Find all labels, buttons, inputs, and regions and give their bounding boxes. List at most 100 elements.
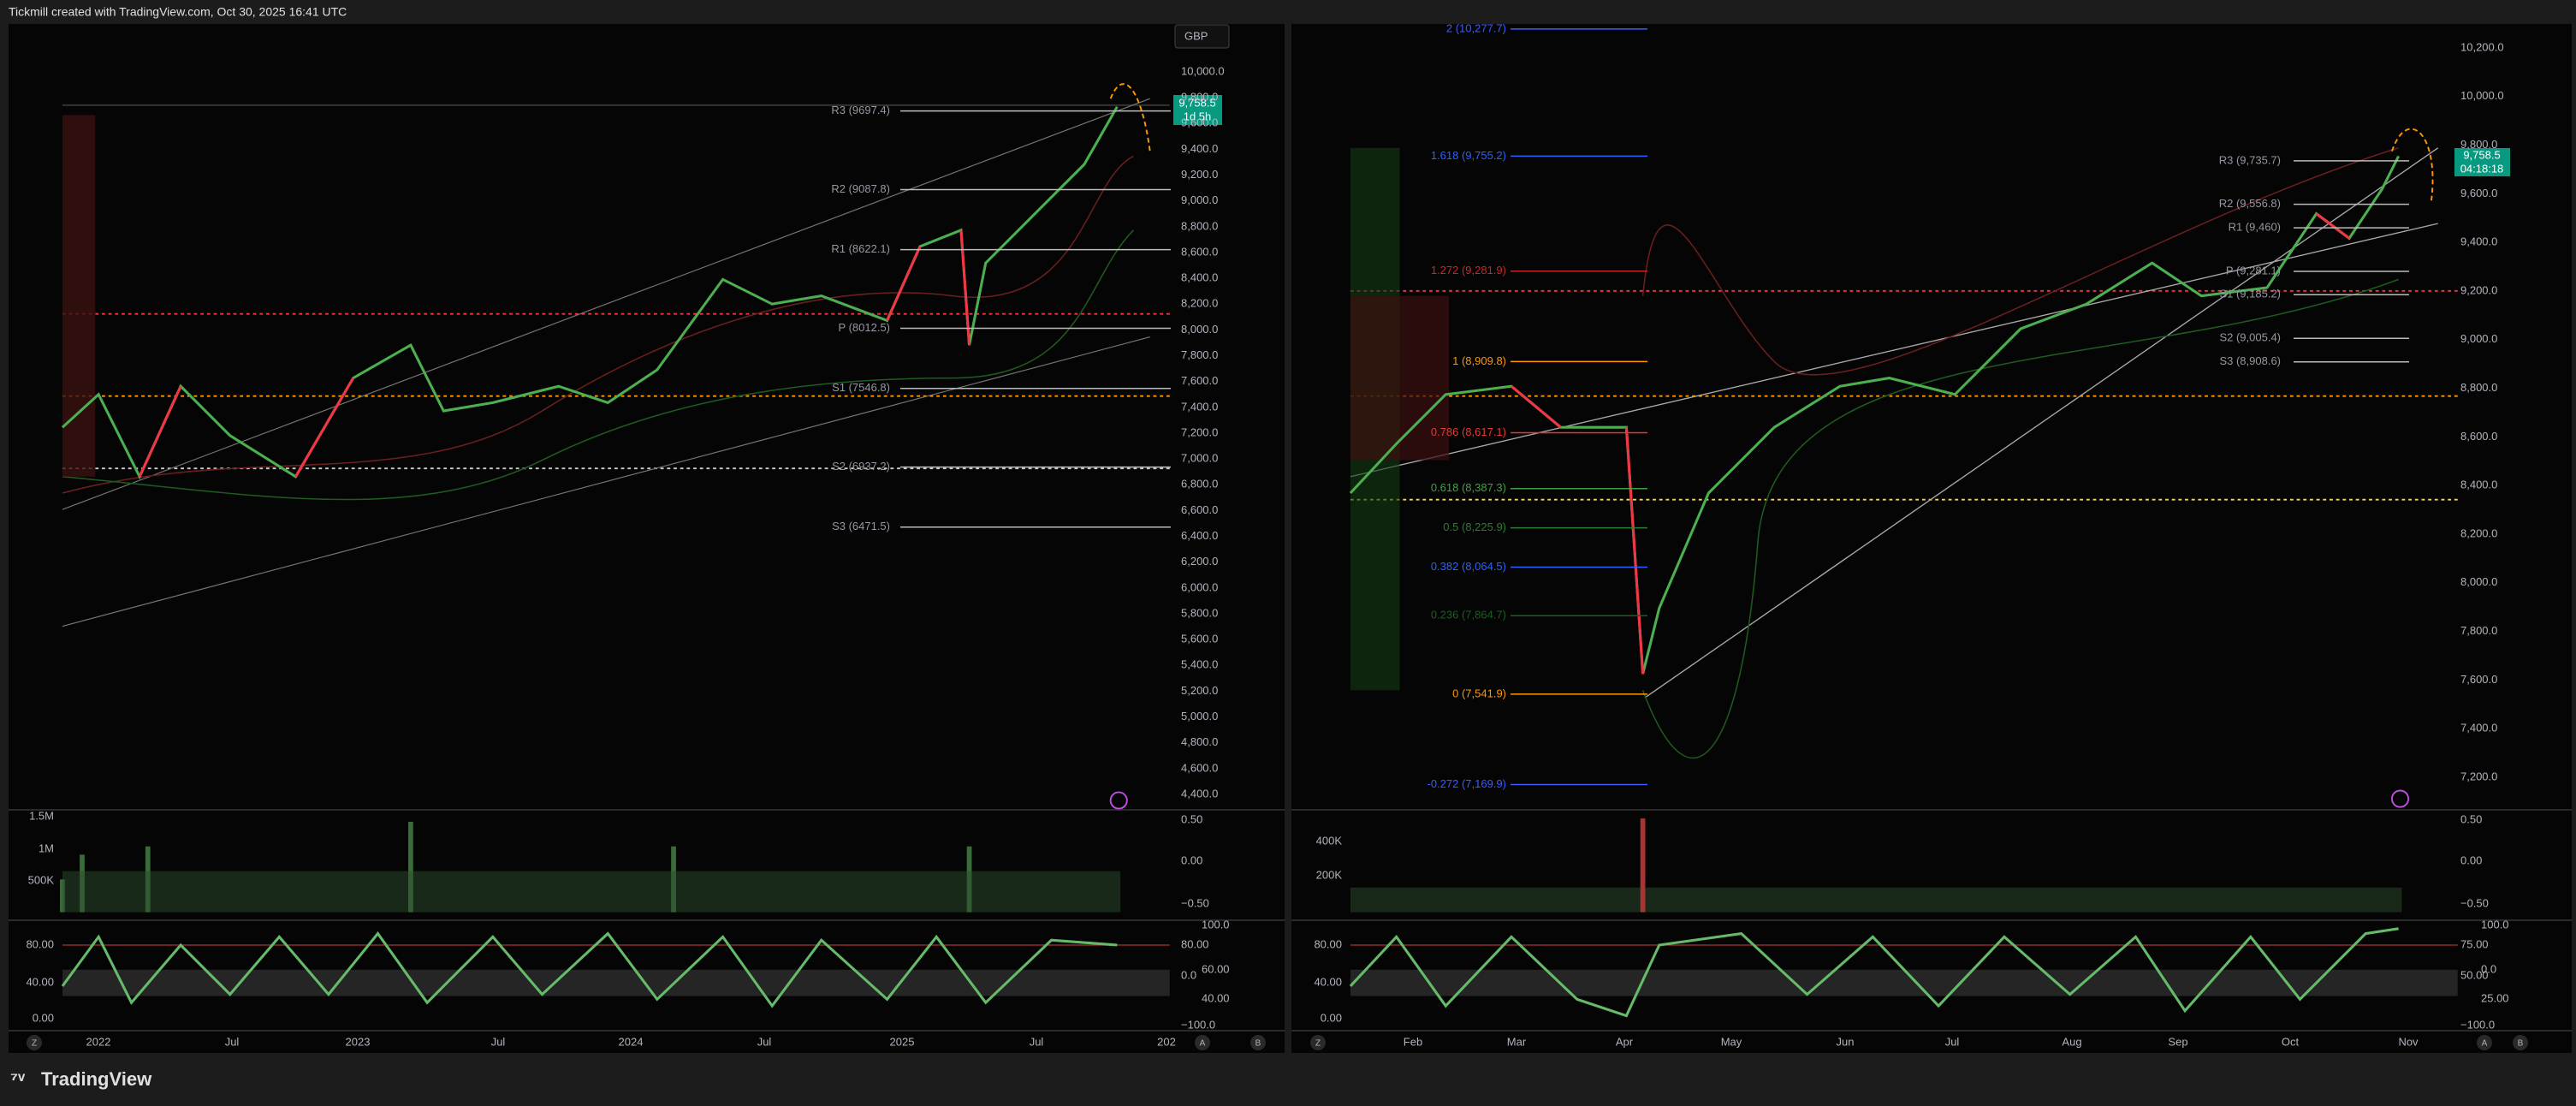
price-tick-label: 6,800.0 bbox=[1181, 478, 1218, 491]
price-tick-label: 7,800.0 bbox=[2460, 624, 2497, 637]
volume-axis-label: 0.00 bbox=[2460, 853, 2482, 866]
price-tick-label: 6,000.0 bbox=[1181, 580, 1218, 593]
x-axis-label: 2025 bbox=[890, 1035, 915, 1048]
pivot-label: S3 (6471.5) bbox=[832, 520, 890, 532]
price-tick-label: 5,400.0 bbox=[1181, 658, 1218, 671]
axis-button-label: B bbox=[1255, 1039, 1261, 1049]
price-tick-label: 9,000.0 bbox=[1181, 193, 1218, 206]
pane-separators bbox=[9, 809, 2572, 1032]
price-tick-label: 8,600.0 bbox=[2460, 430, 2497, 443]
price-tick-label: 4,800.0 bbox=[1181, 735, 1218, 748]
fib-label: 0.236 (7,864.7) bbox=[1431, 609, 1506, 621]
x-axis-label: Sep bbox=[2168, 1035, 2187, 1048]
stoch-axis-label: 60.00 bbox=[1202, 962, 1230, 975]
x-axis-label: Oct bbox=[2282, 1035, 2300, 1048]
pivot-label: P (9,281.1) bbox=[2226, 264, 2281, 276]
stoch-axis-label: 40.00 bbox=[1202, 991, 1230, 1004]
x-axis-label: Jun bbox=[1837, 1035, 1855, 1048]
price-tick-label: 10,000.0 bbox=[1181, 64, 1225, 77]
price-tick-label: 7,400.0 bbox=[1181, 400, 1218, 413]
decorations bbox=[60, 83, 2458, 1018]
x-axis-label: 2024 bbox=[619, 1035, 644, 1048]
axis-button-label: A bbox=[2482, 1039, 2488, 1049]
price-tick-label: 7,400.0 bbox=[2460, 722, 2497, 734]
axis-button[interactable] bbox=[1250, 1035, 1266, 1050]
axis-button[interactable] bbox=[1195, 1035, 1210, 1050]
fib-label: 0.618 (8,387.3) bbox=[1431, 481, 1506, 494]
fib-label: 0.5 (8,225.9) bbox=[1443, 520, 1506, 533]
price-tick-label: 7,000.0 bbox=[1181, 452, 1218, 465]
stoch-label: 80.00 bbox=[1314, 937, 1342, 950]
stoch-label: 80.00 bbox=[26, 937, 54, 950]
price-tick-label: 10,200.0 bbox=[2460, 40, 2504, 53]
pivot-label: R1 (9,460) bbox=[2229, 221, 2281, 234]
volume-axis-label: 0.50 bbox=[2460, 812, 2482, 825]
stoch-axis-label: 0.0 bbox=[1181, 968, 1196, 981]
price-tick-label: 6,600.0 bbox=[1181, 503, 1218, 516]
price-tick-label: 7,600.0 bbox=[2460, 673, 2497, 686]
price-tick-label: 8,400.0 bbox=[2460, 479, 2497, 491]
pivot-label: S3 (8,908.6) bbox=[2219, 354, 2281, 367]
price-tick-label: 10,000.0 bbox=[2460, 89, 2504, 102]
x-axis-label: Jul bbox=[1945, 1035, 1960, 1048]
pivot-label: R2 (9,556.8) bbox=[2219, 197, 2281, 210]
volume-axis-label: 0.50 bbox=[1181, 812, 1202, 825]
axis-button[interactable] bbox=[27, 1035, 42, 1050]
stoch-axis-label: 25.00 bbox=[2481, 991, 2509, 1004]
stoch-axis-label: 80.00 bbox=[1181, 937, 1209, 950]
price-tag-countdown: 04:18:18 bbox=[2460, 162, 2504, 175]
price-tick-label: 7,200.0 bbox=[2460, 770, 2497, 782]
price-tick-label: 8,000.0 bbox=[2460, 575, 2497, 588]
price-tick-label: 9,200.0 bbox=[1181, 168, 1218, 181]
x-axis-label: Nov bbox=[2398, 1035, 2419, 1048]
volume-axis-label: −0.50 bbox=[2460, 896, 2489, 909]
stoch-label: 0.00 bbox=[1321, 1011, 1342, 1024]
pivot-label: P (8012.5) bbox=[839, 321, 890, 334]
x-axis-label: Jul bbox=[757, 1035, 772, 1048]
price-tick-label: 8,200.0 bbox=[2460, 526, 2497, 539]
axis-button[interactable] bbox=[2477, 1035, 2492, 1050]
fib-label: 2 (10,277.7) bbox=[1446, 21, 1506, 34]
logo: ⁷ᵛ TradingView bbox=[10, 1068, 152, 1090]
stoch-axis-label: 100.0 bbox=[1202, 918, 1230, 931]
pivot-label: S1 (9,185.2) bbox=[2219, 288, 2281, 300]
x-axis-label: Jul bbox=[225, 1035, 240, 1048]
price-tick-label: 8,800.0 bbox=[1181, 219, 1218, 232]
volume-label: 1.5M bbox=[29, 809, 54, 822]
x-axis-label: May bbox=[1721, 1035, 1742, 1048]
price-tag-price: 9,758.5 bbox=[2463, 148, 2500, 161]
price-tick-label: 5,200.0 bbox=[1181, 684, 1218, 697]
axis-button[interactable] bbox=[2513, 1035, 2528, 1050]
price-tick-label: 8,600.0 bbox=[1181, 245, 1218, 258]
price-tick-label: 8,200.0 bbox=[1181, 297, 1218, 310]
axis-button-label: Z bbox=[1315, 1039, 1321, 1049]
stoch-axis-label: −100.0 bbox=[2460, 1018, 2495, 1031]
x-axis-label: Apr bbox=[1616, 1035, 1634, 1048]
fib-label: 0.786 (8,617.1) bbox=[1431, 425, 1506, 438]
price-tick-label: 7,600.0 bbox=[1181, 374, 1218, 387]
pivot-label: R3 (9,735.7) bbox=[2219, 153, 2281, 166]
axis-button-label: B bbox=[2518, 1039, 2524, 1049]
price-tick-label: 7,200.0 bbox=[1181, 425, 1218, 438]
x-axis-label: Aug bbox=[2062, 1035, 2081, 1048]
fib-label: 1 (8,909.8) bbox=[1452, 354, 1506, 367]
pivot-label: R1 (8622.1) bbox=[831, 242, 890, 255]
price-tick-label: 8,000.0 bbox=[1181, 323, 1218, 336]
price-tick-label: 5,800.0 bbox=[1181, 606, 1218, 619]
logo-mark: ⁷ᵛ bbox=[10, 1068, 26, 1090]
header-title: Tickmill created with TradingView.com, O… bbox=[9, 5, 347, 19]
volume-axis-label: −0.50 bbox=[1181, 896, 1209, 909]
stoch-axis-label: 0.0 bbox=[2481, 962, 2496, 975]
price-tag bbox=[2454, 148, 2510, 176]
currency-button[interactable] bbox=[1174, 24, 1230, 49]
fib-label: -0.272 (7,169.9) bbox=[1427, 777, 1506, 790]
price-tick-label: 9,800.0 bbox=[2460, 138, 2497, 151]
fib-label: 0.382 (8,064.5) bbox=[1431, 560, 1506, 573]
stoch-axis-label: 50.00 bbox=[2460, 968, 2489, 981]
x-axis-label: 2022 bbox=[86, 1035, 111, 1048]
price-tick-label: 8,800.0 bbox=[2460, 381, 2497, 394]
axis-button[interactable] bbox=[1310, 1035, 1326, 1050]
fib-label: 1.272 (9,281.9) bbox=[1431, 264, 1506, 276]
